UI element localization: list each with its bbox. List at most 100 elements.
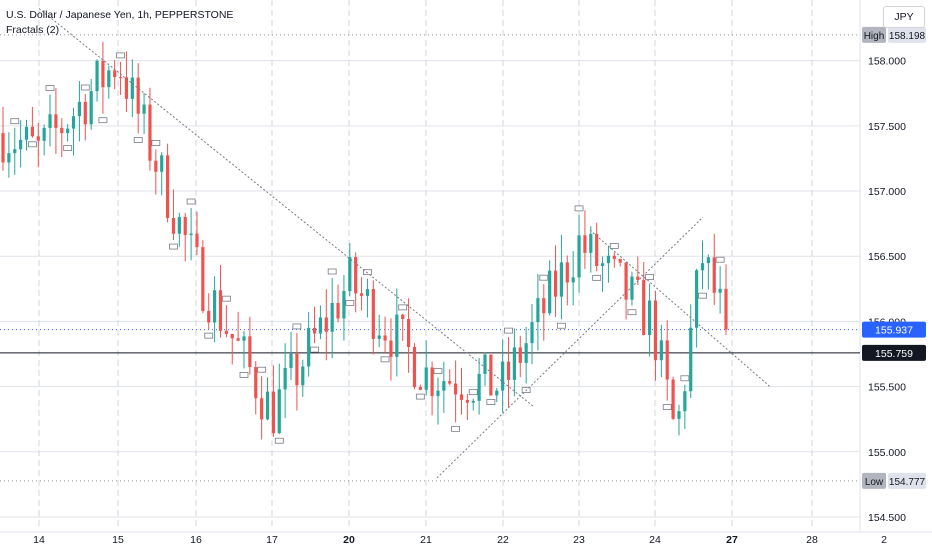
candle-up[interactable] [630, 276, 634, 300]
candle-up[interactable] [42, 127, 46, 141]
candle-up[interactable] [577, 235, 581, 278]
candle-down[interactable] [336, 303, 340, 319]
candle-up[interactable] [77, 101, 82, 117]
candle-down[interactable] [459, 394, 464, 400]
candle-up[interactable] [559, 262, 564, 297]
candle-down[interactable] [271, 391, 275, 434]
candle-down[interactable] [489, 354, 493, 396]
candle-down[interactable] [60, 127, 64, 134]
candle-up[interactable] [7, 153, 11, 163]
candle-down[interactable] [401, 314, 405, 320]
candle-up[interactable] [377, 335, 381, 339]
candle-up[interactable] [677, 411, 681, 419]
candle-up[interactable] [477, 373, 481, 401]
candle-up[interactable] [213, 290, 217, 323]
candle-down[interactable] [224, 330, 228, 334]
candle-down[interactable] [136, 77, 140, 114]
candle-down[interactable] [165, 155, 170, 219]
candle-up[interactable] [700, 263, 705, 271]
candle-down[interactable] [624, 262, 628, 300]
trendline[interactable] [38, 8, 534, 407]
plot-area[interactable] [0, 0, 860, 532]
candle-down[interactable] [612, 255, 616, 259]
candle-up[interactable] [107, 70, 111, 88]
candle-up[interactable] [589, 233, 593, 253]
candle-down[interactable] [171, 218, 176, 234]
candle-up[interactable] [177, 216, 181, 234]
candle-up[interactable] [277, 389, 281, 434]
candle-up[interactable] [606, 255, 611, 264]
candle-down[interactable] [383, 335, 387, 341]
candle-down[interactable] [154, 160, 158, 172]
candle-down[interactable] [553, 270, 558, 297]
candle-down[interactable] [248, 336, 252, 368]
candle-down[interactable] [183, 216, 187, 235]
candle-up[interactable] [160, 155, 164, 172]
candle-down[interactable] [636, 276, 640, 280]
candle-down[interactable] [642, 279, 646, 335]
candle-down[interactable] [712, 257, 716, 293]
candle-up[interactable] [530, 322, 534, 344]
candle-up[interactable] [330, 303, 334, 332]
candle-up[interactable] [695, 270, 699, 328]
candle-down[interactable] [506, 361, 511, 380]
candle-down[interactable] [324, 317, 328, 332]
symbol-title[interactable]: U.S. Dollar / Japanese Yen, 1h, PEPPERST… [6, 9, 234, 21]
candle-down[interactable] [389, 340, 393, 357]
candle-up[interactable] [318, 317, 323, 334]
candle-down[interactable] [618, 258, 622, 263]
candle-down[interactable] [359, 293, 364, 296]
candle-down[interactable] [406, 319, 411, 347]
candle-down[interactable] [36, 136, 40, 141]
candle-down[interactable] [295, 353, 299, 386]
candle-up[interactable] [436, 390, 440, 397]
candle-up[interactable] [647, 300, 652, 335]
candle-up[interactable] [13, 149, 17, 154]
candle-up[interactable] [365, 289, 370, 296]
candle-up[interactable] [66, 128, 70, 134]
candle-up[interactable] [524, 343, 528, 363]
candle-up[interactable] [442, 381, 446, 391]
candle-down[interactable] [724, 288, 728, 330]
indicator-label[interactable]: Fractals (2) [6, 24, 60, 36]
candle-up[interactable] [600, 263, 605, 266]
candle-down[interactable] [542, 298, 546, 314]
candle-up[interactable] [501, 361, 505, 391]
candle-up[interactable] [289, 353, 293, 368]
candle-down[interactable] [218, 290, 223, 331]
candle-up[interactable] [424, 367, 428, 390]
candle-down[interactable] [454, 383, 458, 395]
candle-down[interactable] [113, 70, 117, 78]
candle-up[interactable] [89, 91, 93, 125]
candle-down[interactable] [412, 346, 417, 388]
candle-up[interactable] [718, 288, 722, 293]
candle-up[interactable] [301, 366, 305, 386]
candle-down[interactable] [565, 262, 569, 283]
candle-up[interactable] [142, 104, 146, 114]
candle-up[interactable] [512, 347, 516, 380]
candle-up[interactable] [242, 336, 246, 341]
candle-down[interactable] [236, 338, 240, 341]
candle-down[interactable] [30, 126, 34, 137]
candle-up[interactable] [689, 327, 693, 392]
candle-up[interactable] [548, 270, 552, 314]
candle-down[interactable] [653, 300, 658, 361]
candle-up[interactable] [659, 340, 663, 361]
candle-up[interactable] [342, 291, 346, 319]
candle-down[interactable] [254, 367, 258, 399]
candle-down[interactable] [371, 289, 375, 339]
candle-up[interactable] [706, 257, 710, 264]
candle-up[interactable] [71, 116, 76, 129]
candle-down[interactable] [430, 367, 434, 397]
candle-down[interactable] [201, 247, 205, 311]
candle-down[interactable] [671, 379, 675, 419]
candle-up[interactable] [571, 277, 575, 283]
candle-up[interactable] [265, 391, 270, 420]
candle-up[interactable] [95, 60, 99, 92]
candle-up[interactable] [307, 327, 311, 367]
candle-down[interactable] [260, 398, 264, 420]
candle-down[interactable] [195, 233, 199, 248]
candle-down[interactable] [207, 310, 211, 323]
